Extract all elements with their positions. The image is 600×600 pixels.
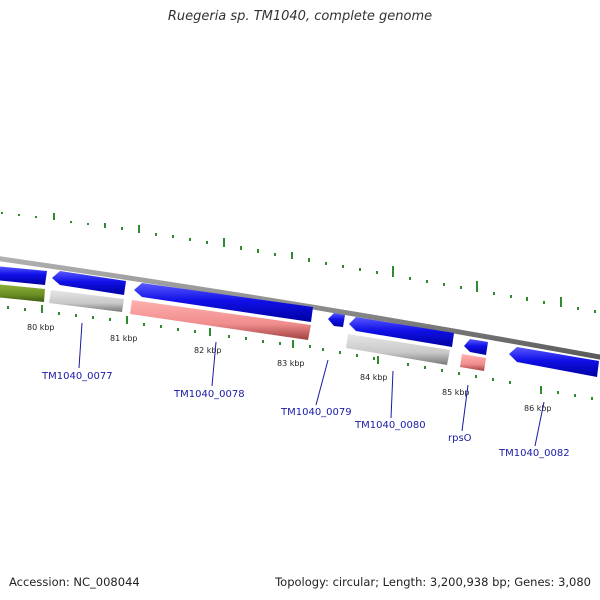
gene-arrow-cds[interactable] (349, 317, 454, 347)
gene-feature-grey[interactable] (49, 290, 124, 312)
scale-label: 81 kbp (110, 334, 138, 343)
genome-backbone (0, 256, 600, 360)
gene-label-rpso[interactable]: rpsO (448, 433, 472, 444)
scale-label: 80 kbp (27, 323, 55, 332)
reverse-strand-features (0, 284, 486, 371)
gene-arrow-cds[interactable] (52, 271, 126, 295)
gene-arrow-cds[interactable] (464, 339, 488, 355)
scale-label: 84 kbp (360, 373, 388, 382)
gene-label-tm1040-0079[interactable]: TM1040_0079 (280, 407, 352, 418)
scale-label: 86 kbp (524, 404, 552, 413)
gene-arrow-cds[interactable] (509, 347, 599, 377)
gene-feature-pink[interactable] (460, 354, 486, 371)
gene-labels: TM1040_0077 TM1040_0078 TM1040_0079 TM10… (41, 371, 570, 459)
scale-label: 82 kbp (194, 346, 222, 355)
gene-feature-grey[interactable] (346, 334, 450, 365)
gene-label-tm1040-0080[interactable]: TM1040_0080 (354, 420, 426, 431)
label-leaders (78, 322, 545, 447)
leader-line (315, 359, 329, 406)
leader-line (390, 370, 394, 419)
scale-label: 83 kbp (277, 359, 305, 368)
gene-label-tm1040-0077[interactable]: TM1040_0077 (41, 371, 113, 382)
gene-label-tm1040-0078[interactable]: TM1040_0078 (173, 389, 245, 400)
scale-label: 85 kbp (442, 388, 470, 397)
gc-skew-track (7, 305, 593, 400)
leader-line (211, 341, 217, 387)
genome-summary-text: Topology: circular; Length: 3,200,938 bp… (275, 575, 591, 589)
genome-title: Ruegeria sp. TM1040, complete genome (167, 9, 433, 24)
scale-labels: 80 kbp 81 kbp 82 kbp 83 kbp 84 kbp 85 kb… (27, 323, 552, 413)
leader-line (78, 322, 83, 369)
accession-text: Accession: NC_008044 (9, 575, 140, 589)
gene-arrow-cds[interactable] (0, 266, 47, 285)
gene-arrow-cds[interactable] (134, 283, 313, 322)
leader-line (534, 401, 545, 447)
gene-feature-pink[interactable] (130, 300, 311, 340)
gc-content-track (1, 212, 596, 313)
forward-strand-features (0, 266, 599, 377)
gene-arrow-cds[interactable] (328, 313, 345, 327)
gene-label-tm1040-0082[interactable]: TM1040_0082 (498, 448, 570, 459)
gene-feature-green[interactable] (0, 284, 45, 302)
leader-line (461, 384, 469, 432)
